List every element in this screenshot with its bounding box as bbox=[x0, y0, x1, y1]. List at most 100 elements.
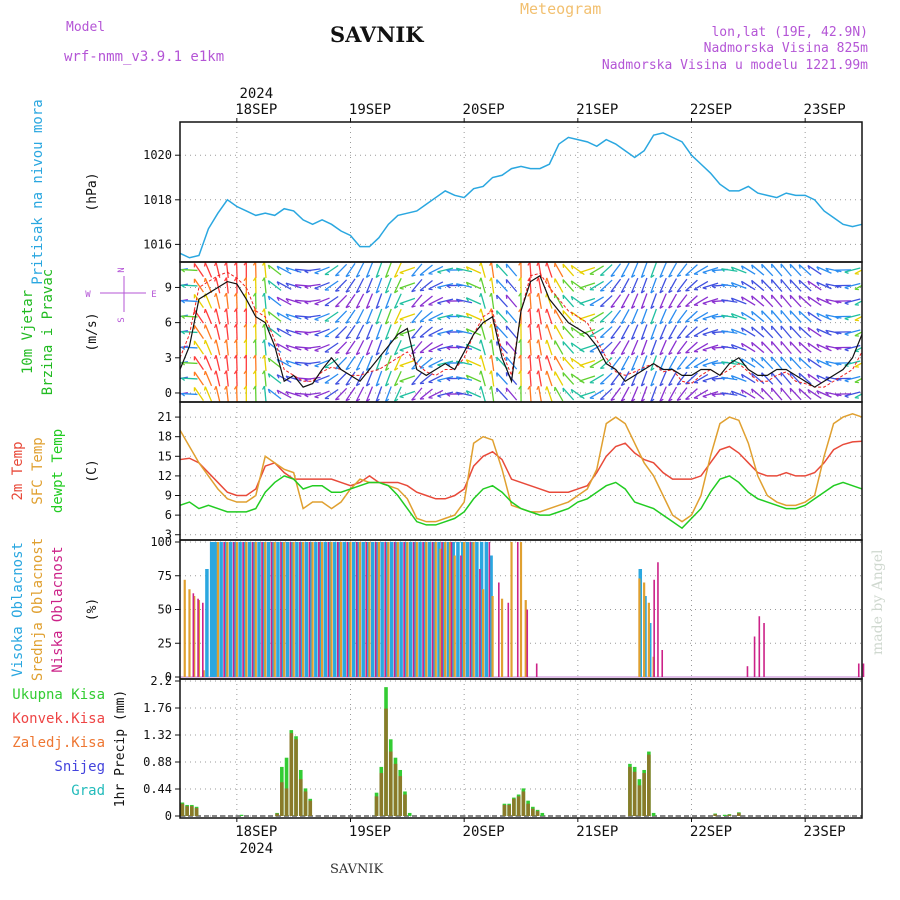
cloud-bar-2 bbox=[488, 542, 491, 677]
wind-barb-head bbox=[233, 323, 238, 328]
wind-barb-head bbox=[314, 287, 319, 290]
wind-barb-head bbox=[172, 364, 176, 366]
wind-barb-head bbox=[536, 385, 540, 391]
wind-ylabel-0: 10m Vjetar bbox=[20, 290, 36, 374]
wind-barb-head bbox=[702, 349, 707, 352]
wind-barb bbox=[490, 262, 495, 279]
precip-legend-3: Snijeg bbox=[54, 759, 105, 775]
wind-barb bbox=[685, 310, 698, 323]
wind-barb-head bbox=[685, 320, 690, 323]
wind-barb-head bbox=[740, 265, 744, 270]
wind-barb-head bbox=[304, 394, 309, 398]
wind-barb-head bbox=[730, 297, 735, 302]
wind-barb bbox=[355, 355, 365, 371]
wind-barb bbox=[466, 328, 482, 336]
wind-barb-head bbox=[203, 386, 206, 391]
wind-barb bbox=[263, 339, 267, 356]
wind-barb bbox=[798, 372, 812, 385]
wind-barb-head bbox=[659, 274, 664, 278]
wind-barb bbox=[721, 330, 738, 334]
wind-barb-head bbox=[659, 336, 664, 340]
cloud-bar-2 bbox=[192, 593, 195, 677]
wind-barb bbox=[579, 282, 596, 289]
pressure-panel-border bbox=[179, 121, 863, 263]
wind-barb-head bbox=[479, 386, 482, 391]
wind-barb bbox=[225, 277, 229, 294]
cloud-bar-1 bbox=[453, 555, 456, 677]
wind-barb bbox=[428, 312, 444, 321]
cloud-bar-2 bbox=[450, 542, 453, 677]
wind-barb bbox=[490, 292, 495, 310]
wind-barb-head bbox=[761, 357, 764, 362]
wind-barb bbox=[456, 267, 473, 273]
cloud-bar-1 bbox=[510, 542, 513, 677]
precip-conv-bar bbox=[398, 776, 403, 816]
wind-barb bbox=[676, 325, 688, 339]
wind-barb-head bbox=[356, 398, 361, 402]
wind-barb bbox=[702, 267, 719, 273]
wind-barb-head bbox=[304, 286, 309, 289]
wind-barb-head bbox=[816, 374, 820, 380]
wind-barb-head bbox=[676, 351, 682, 355]
cloud-bar-0 bbox=[385, 542, 389, 677]
wind-barb bbox=[579, 328, 596, 336]
wind-barb-head bbox=[213, 323, 217, 329]
wind-barb bbox=[411, 278, 423, 293]
precipitation-ytick-label-4: 1.76 bbox=[143, 701, 172, 715]
cloud-bar-2 bbox=[653, 579, 655, 677]
wind-ytick-label-1: 3 bbox=[165, 351, 172, 365]
wind-barb bbox=[630, 293, 639, 309]
wind-barb-head bbox=[621, 336, 626, 340]
cloud-bar-1 bbox=[439, 548, 442, 677]
precip-conv-bar bbox=[284, 788, 289, 816]
wind-barb-head bbox=[366, 290, 371, 294]
wind-barb-head bbox=[751, 264, 754, 269]
wind-ytick-label-0: 0 bbox=[165, 386, 172, 400]
wind-barb bbox=[668, 324, 678, 340]
wind-barb bbox=[771, 371, 783, 386]
wind-barb bbox=[334, 294, 348, 308]
wind-barb-head bbox=[489, 308, 493, 313]
wind-barb bbox=[267, 295, 282, 307]
wind-barb-head bbox=[366, 336, 371, 340]
wind-barb-head bbox=[579, 287, 584, 290]
wind-barb-head bbox=[489, 292, 493, 297]
wind-barb-head bbox=[489, 370, 493, 375]
wind-barb-head bbox=[479, 262, 482, 267]
wind-barb bbox=[334, 372, 348, 385]
precip-conv-bar bbox=[507, 804, 511, 816]
wind-barb-head bbox=[285, 267, 290, 272]
wind-barb bbox=[650, 386, 658, 402]
cloud-bar-0 bbox=[309, 542, 313, 677]
wind-barb bbox=[599, 388, 613, 400]
wind-barb-head bbox=[455, 376, 460, 381]
wind-barb bbox=[345, 309, 356, 324]
wind-barb-head bbox=[650, 336, 655, 341]
wind-barb bbox=[816, 359, 832, 367]
wind-barb-head bbox=[233, 385, 238, 390]
wind-barb-head bbox=[224, 370, 228, 375]
wind-barb-head bbox=[640, 305, 645, 310]
wind-barb-head bbox=[276, 374, 280, 379]
model-label: Model bbox=[66, 20, 106, 35]
wind-barb-head bbox=[621, 290, 626, 294]
wind-barb bbox=[505, 278, 518, 293]
wind-barb bbox=[263, 370, 267, 387]
wind-barb bbox=[384, 386, 392, 402]
wind-barb-head bbox=[730, 266, 735, 271]
wind-barb bbox=[798, 264, 812, 276]
wind-barb bbox=[731, 344, 747, 351]
wind-barb-head bbox=[816, 266, 820, 271]
wind-barb bbox=[610, 309, 622, 324]
wind-barb bbox=[285, 282, 302, 289]
wind-barb-head bbox=[834, 393, 839, 397]
clouds-ytick-label-4: 100 bbox=[150, 535, 172, 549]
temperature-ytick-label-4: 15 bbox=[158, 449, 172, 463]
wind-barb-head bbox=[455, 314, 460, 319]
wind-barb bbox=[490, 277, 495, 294]
cloud-bar-2 bbox=[280, 542, 282, 677]
wind-barb bbox=[456, 283, 473, 288]
wind-barb-head bbox=[437, 286, 442, 290]
cloud-bar-0 bbox=[446, 542, 451, 677]
